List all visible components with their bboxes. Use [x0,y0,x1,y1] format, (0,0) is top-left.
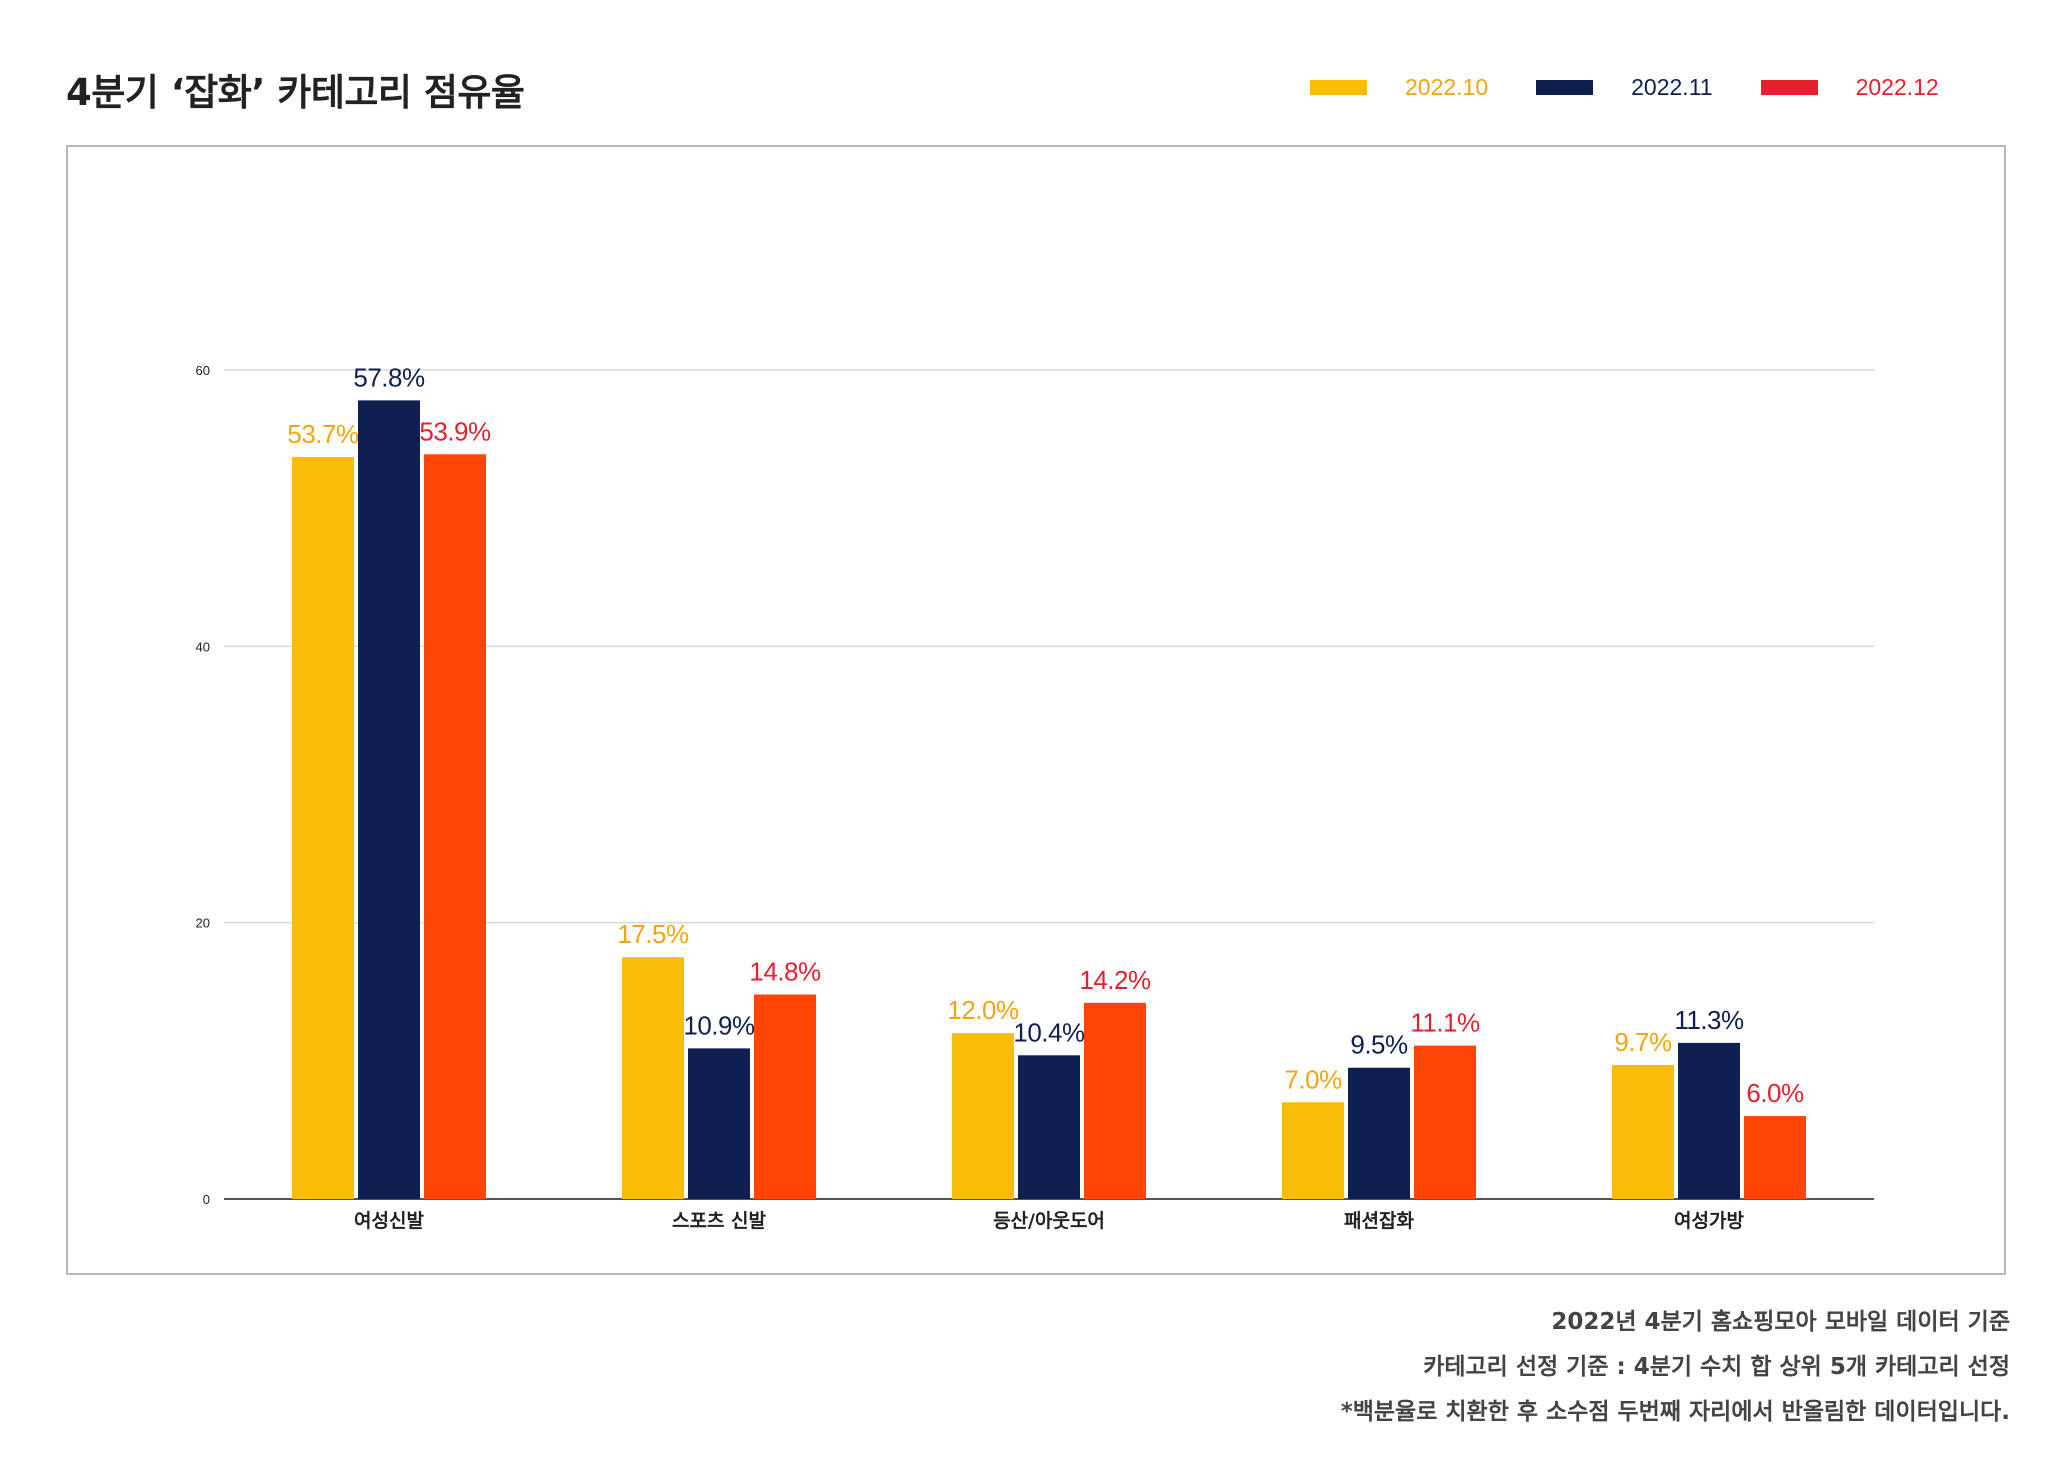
legend-label-2022-10: 2022.10 [1405,74,1489,100]
y-tick-label-0: 0 [203,1192,210,1207]
data-label-2022.12-2: 14.2% [1079,965,1151,995]
bar-2022.11-3 [1348,1067,1410,1199]
data-label-2022.10-0: 53.7% [287,419,359,449]
legend-swatch-2022-11 [1536,80,1594,95]
y-tick-label-60: 60 [196,363,210,378]
bar-2022.10-0 [292,457,354,1199]
bar-2022.12-1 [754,994,816,1199]
bar-2022.10-3 [1282,1102,1344,1199]
data-label-2022.11-2: 10.4% [1013,1017,1085,1047]
legend-label-2022-12: 2022.12 [1855,74,1939,100]
bar-2022.10-4 [1612,1064,1674,1199]
x-tick-label-2: 등산/아웃도어 [993,1210,1105,1232]
bar-chart: 0 20 40 60 53.7% 57.8% 53.9% 여성신발 17.5% 10.9% 14.8… [196,362,1874,1232]
x-tick-label-4: 여성가방 [1674,1210,1744,1232]
legend-item-2022-11: 2022.11 [1536,74,1713,101]
chart-frame: 0 20 40 60 53.7% 57.8% 53.9% 여성신발 17.5% 10.9% 14.8… [66,145,2006,1275]
chart-legend: 2022.10 2022.11 2022.12 [1310,74,1939,101]
bar-2022.10-2 [952,1033,1014,1199]
bar-2022.11-4 [1678,1042,1740,1199]
bar-2022.11-1 [688,1048,750,1199]
y-tick-label-40: 40 [196,639,210,654]
y-tick-label-20: 20 [196,916,210,931]
footnotes: 2022년 4분기 홈쇼핑모아 모바일 데이터 기준 카테고리 선정 기준 : … [1341,1300,2010,1435]
legend-swatch-2022-10 [1310,80,1367,95]
bar-2022.12-2 [1084,1002,1146,1199]
legend-item-2022-10: 2022.10 [1310,74,1488,101]
bar-2022.11-0 [358,400,420,1199]
data-label-2022.11-0: 57.8% [353,362,425,392]
bar-2022.11-2 [1018,1055,1080,1199]
legend-swatch-2022-12 [1760,80,1818,95]
bar-2022.12-3 [1414,1045,1476,1199]
data-label-2022.11-3: 9.5% [1350,1030,1408,1060]
data-label-2022.11-1: 10.9% [683,1010,755,1040]
x-tick-label-3: 패션잡화 [1344,1210,1414,1232]
data-label-2022.10-4: 9.7% [1614,1027,1672,1057]
data-label-2022.10-2: 12.0% [947,995,1019,1025]
footnote-data-source: 2022년 4분기 홈쇼핑모아 모바일 데이터 기준 [1551,1309,2010,1335]
legend-label-2022-11: 2022.11 [1631,74,1713,100]
data-label-2022.11-4: 11.3% [1674,1005,1744,1035]
bar-2022.12-0 [424,454,486,1199]
data-label-2022.10-3: 7.0% [1284,1064,1342,1094]
data-label-2022.12-1: 14.8% [749,957,821,987]
bar-2022.10-1 [622,957,684,1199]
page-title: 4분기 ‘잡화’ 카테고리 점유율 [66,71,525,114]
data-label-2022.12-3: 11.1% [1410,1008,1480,1038]
x-tick-label-1: 스포츠 신발 [672,1210,767,1232]
data-label-2022.10-1: 17.5% [617,919,689,949]
bar-2022.12-4 [1744,1116,1806,1199]
data-label-2022.12-4: 6.0% [1746,1078,1804,1108]
data-label-2022.12-0: 53.9% [419,416,491,446]
x-tick-label-0: 여성신발 [354,1210,424,1232]
footnote-rounding-note: *백분율로 치환한 후 소수점 두번째 자리에서 반올림한 데이터입니다. [1340,1399,2010,1425]
legend-item-2022-12: 2022.12 [1760,74,1939,101]
footnote-selection-criteria: 카테고리 선정 기준 : 4분기 수치 합 상위 5개 카테고리 선정 [1423,1354,2010,1380]
